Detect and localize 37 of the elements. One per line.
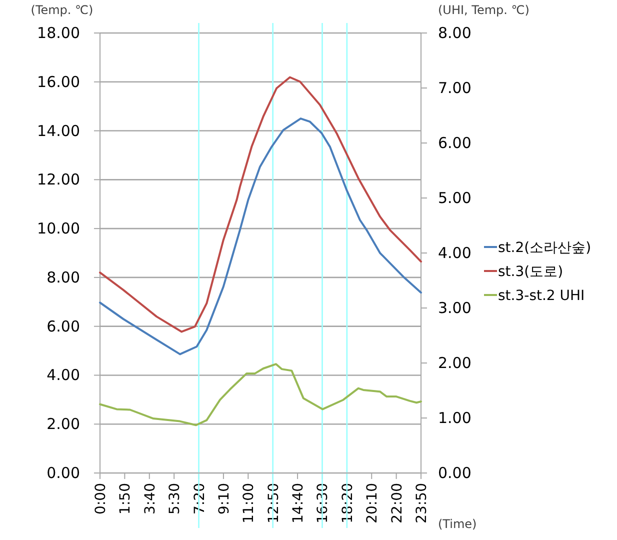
legend-label: st.3-st.2 UHI bbox=[498, 288, 585, 304]
y-tick-label: 6.00 bbox=[46, 317, 80, 336]
y2-tick-label: 8.00 bbox=[438, 24, 472, 42]
x-tick-label: 23:50 bbox=[414, 483, 430, 524]
y-tick-label: 8.00 bbox=[46, 268, 80, 286]
x-tick-label: 5:30 bbox=[167, 483, 184, 514]
y-tick-label: 2.00 bbox=[46, 415, 80, 434]
x-tick-label: 11:00 bbox=[241, 483, 258, 524]
y2-tick-label: 3.00 bbox=[438, 299, 472, 317]
x-tick-label: 14:40 bbox=[290, 483, 307, 524]
y-tick-label: 14.00 bbox=[37, 122, 80, 140]
y-tick-label: 18.00 bbox=[37, 24, 80, 42]
y2-axis-title: (UHI, Temp. ℃) bbox=[438, 3, 530, 17]
y-tick-label: 0.00 bbox=[46, 464, 80, 482]
y2-tick-label: 5.00 bbox=[438, 189, 472, 207]
y-tick-label: 4.00 bbox=[46, 366, 80, 384]
y-tick-label: 10.00 bbox=[37, 220, 80, 238]
y2-tick-label: 7.00 bbox=[438, 79, 472, 97]
y2-tick-label: 2.00 bbox=[438, 354, 472, 372]
y-tick-label: 12.00 bbox=[37, 170, 80, 189]
legend-label: st.2(소라산숲) bbox=[498, 240, 592, 256]
x-tick-label: 0:00 bbox=[93, 483, 109, 514]
x-tick-label: 20:10 bbox=[364, 483, 381, 524]
x-tick-label: 22:00 bbox=[389, 483, 406, 524]
x-tick-label: 16:30 bbox=[315, 483, 332, 524]
y-axis-title: (Temp. ℃) bbox=[30, 3, 94, 17]
x-tick-label: 7:20 bbox=[192, 483, 208, 514]
x-tick-label: 9:10 bbox=[216, 483, 232, 514]
y2-tick-label: 0.00 bbox=[438, 464, 472, 482]
y2-tick-label: 4.00 bbox=[438, 244, 472, 262]
legend-label: st.3(도로) bbox=[498, 264, 564, 280]
y2-tick-label: 6.00 bbox=[438, 134, 472, 152]
x-tick-label: 3:40 bbox=[142, 483, 158, 514]
x-tick-label: 1:50 bbox=[118, 483, 134, 514]
y-tick-label: 16.00 bbox=[37, 72, 80, 91]
x-axis-title: (Time) bbox=[438, 517, 477, 531]
y2-tick-label: 1.00 bbox=[438, 409, 472, 427]
